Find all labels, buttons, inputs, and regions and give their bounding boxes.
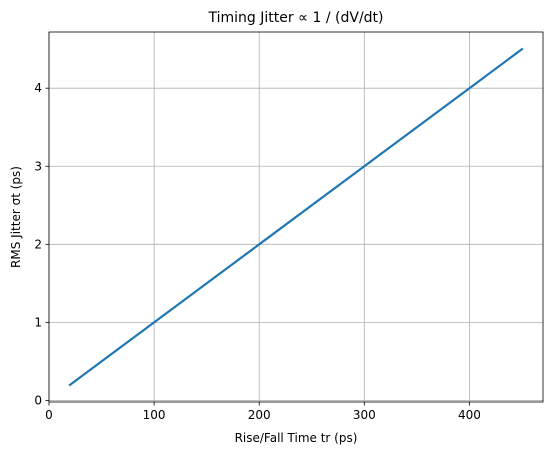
series-layer <box>68 47 524 387</box>
y-tick-label: 0 <box>34 393 42 407</box>
y-axis-label: RMS Jitter σt (ps) <box>9 166 23 268</box>
plot-frame <box>48 31 544 403</box>
x-axis-label: Rise/Fall Time tr (ps) <box>235 431 358 445</box>
y-tick-label: 2 <box>34 237 42 251</box>
ticks: 0 100 200 300 400 0 1 2 3 4 <box>34 81 481 422</box>
x-tick-label: 300 <box>353 408 376 422</box>
y-tick-label: 1 <box>34 315 42 329</box>
x-tick-label: 100 <box>143 408 166 422</box>
x-tick-label: 0 <box>45 408 53 422</box>
y-tick-label: 4 <box>34 81 42 95</box>
x-tick-label: 200 <box>248 408 271 422</box>
chart-title: Timing Jitter ∝ 1 / (dV/dt) <box>207 10 383 26</box>
grid-lines <box>48 32 543 402</box>
y-tick-label: 3 <box>34 159 42 173</box>
series-line <box>68 47 524 387</box>
x-tick-label: 400 <box>458 408 481 422</box>
